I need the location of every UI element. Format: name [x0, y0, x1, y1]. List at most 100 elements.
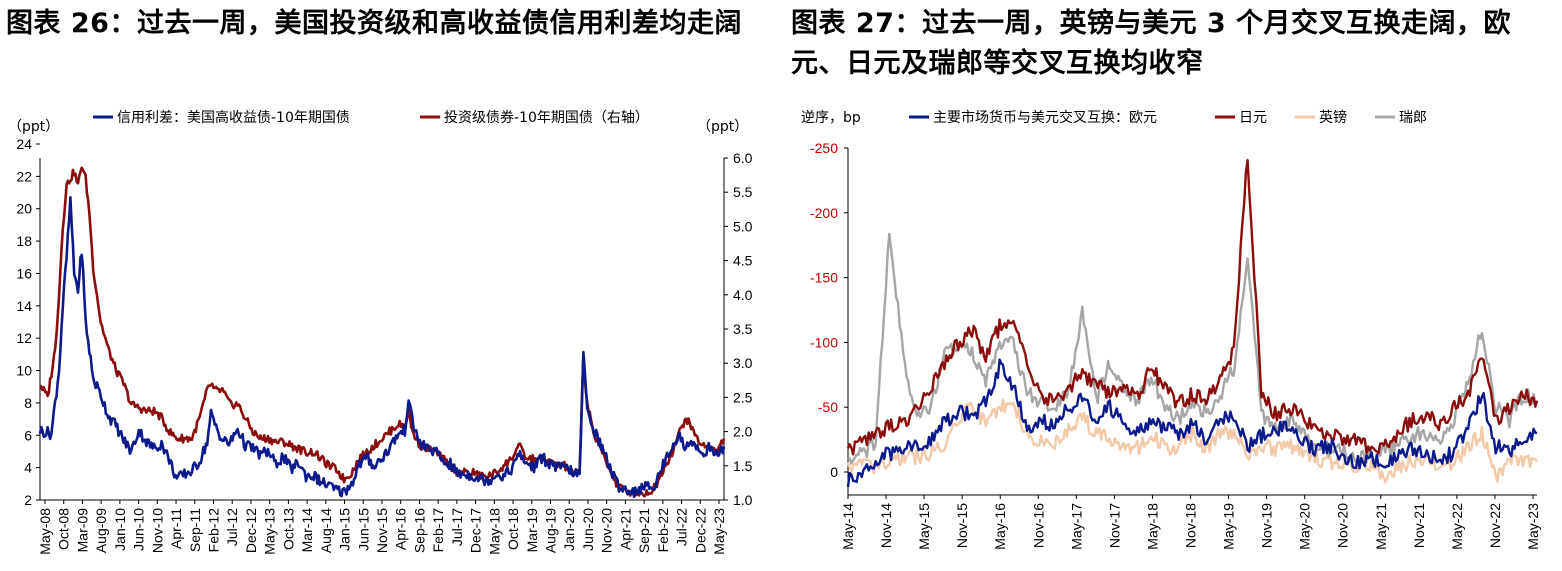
x-tick-label: Jul-12 [224, 508, 240, 546]
y-tick-label: -100 [810, 334, 838, 350]
x-tick-label: Dec-12 [243, 508, 259, 553]
x-tick-label: Nov-18 [1183, 503, 1199, 548]
left-tick-label: 14 [16, 298, 32, 314]
x-tick-label: May-20 [1297, 503, 1313, 550]
chart-panel-credit-spread: 图表 26：过去一周，美国投资级和高收益债信用利差均走阔 2 4 6 8 10 12 14 1… [0, 0, 770, 571]
x-tick-label: May-08 [37, 508, 53, 555]
x-tick-label: Mar-19 [524, 508, 540, 553]
x-tick-label: May-23 [711, 508, 727, 555]
y-tick-label: -150 [810, 270, 838, 286]
y-axis-label: 逆序，bp [801, 110, 861, 126]
series-line-high-yield [38, 196, 726, 498]
left-tick-label: 20 [16, 201, 32, 217]
y-tick-label: -200 [810, 205, 838, 221]
x-tick-label: Nov-17 [1106, 503, 1122, 548]
x-tick-label: Mar-09 [74, 508, 90, 553]
right-tick-label: 5.5 [733, 184, 753, 200]
x-tick-label: May-17 [1068, 503, 1084, 550]
x-tick-label: Nov-14 [878, 503, 894, 548]
x-tick-label: Dec-22 [692, 508, 708, 553]
left-tick-label: 10 [16, 363, 32, 379]
left-tick-label: 8 [24, 395, 32, 411]
right-tick-label: 2.0 [733, 424, 753, 440]
legend-label: 瑞郎 [1399, 110, 1427, 126]
chart-title: 图表 27：过去一周，英镑与美元 3 个月交叉互换走阔，欧元、日元及瑞郎等交叉互… [791, 8, 1512, 79]
right-tick-label: 3.5 [733, 321, 753, 337]
right-tick-label: 1.0 [733, 492, 753, 508]
y-tick-label: -250 [810, 140, 838, 156]
x-tick-label: Nov-21 [1411, 503, 1427, 548]
legend-label: 英镑 [1319, 109, 1347, 126]
x-tick-label: Jan-10 [112, 508, 128, 551]
y-tick-label: -50 [818, 399, 838, 415]
x-tick-label: Aug-09 [93, 508, 109, 553]
x-tick-label: Apr-16 [393, 508, 409, 550]
x-tick-label: Jun-10 [131, 508, 147, 551]
x-tick-label: Jul-17 [449, 508, 465, 546]
left-tick-label: 2 [24, 492, 32, 508]
chart-title: 图表 26：过去一周，美国投资级和高收益债信用利差均走阔 [6, 8, 742, 39]
x-tick-label: Dec-17 [468, 508, 484, 553]
x-tick-label: Nov-15 [954, 503, 970, 548]
chart-panel-cross-currency-basis: 图表 27：过去一周，英镑与美元 3 个月交叉互换走阔，欧元、日元及瑞郎等交叉互… [785, 0, 1562, 571]
x-tick-label: May-15 [916, 503, 932, 550]
y-tick-label: 0 [830, 464, 838, 480]
legend-label-high-yield: 信用利差：美国高收益债-10年期国债 [117, 109, 350, 126]
x-tick-label: Jul-22 [674, 508, 690, 546]
right-tick-label: 1.5 [733, 458, 753, 474]
x-tick-label: Jun-20 [580, 508, 596, 551]
x-tick-label: Oct-08 [56, 508, 72, 550]
x-tick-label: May-23 [1525, 503, 1541, 550]
credit-spread-chart: 246810121416182022241.01.52.02.53.03.54.… [8, 109, 753, 555]
x-tick-label: Feb-22 [655, 508, 671, 553]
x-tick-label: Aug-19 [543, 508, 559, 553]
left-tick-label: 22 [16, 168, 32, 184]
x-tick-label: Jan-20 [561, 508, 577, 551]
right-tick-label: 4.5 [733, 253, 753, 269]
x-tick-label: May-19 [1221, 503, 1237, 550]
left-tick-label: 24 [16, 136, 32, 152]
legend-label: 日元 [1239, 110, 1267, 126]
left-axis-unit: （ppt） [8, 119, 59, 135]
x-tick-label: Sep-21 [636, 508, 652, 553]
x-tick-label: May-14 [840, 503, 856, 550]
right-tick-label: 2.5 [733, 389, 753, 405]
x-tick-label: May-16 [992, 503, 1008, 550]
x-tick-label: Feb-17 [430, 508, 446, 553]
x-tick-label: Nov-10 [149, 508, 165, 553]
x-tick-label: Nov-19 [1259, 503, 1275, 548]
x-tick-label: Nov-20 [599, 508, 615, 553]
right-tick-label: 3.0 [733, 355, 753, 371]
right-axis-unit: （ppt） [697, 119, 748, 135]
series-line-investment-grade [39, 166, 726, 499]
x-tick-label: Jan-15 [337, 508, 353, 551]
x-tick-label: Oct-18 [505, 508, 521, 550]
x-tick-label: Sep-16 [411, 508, 427, 553]
x-tick-label: Feb-12 [206, 508, 222, 553]
x-tick-label: Mar-14 [299, 508, 315, 553]
right-tick-label: 4.0 [733, 287, 753, 303]
x-tick-label: Oct-13 [280, 508, 296, 550]
x-tick-label: May-18 [1144, 503, 1160, 550]
x-tick-label: Nov-22 [1487, 503, 1503, 548]
series-line [846, 358, 1538, 487]
left-tick-label: 4 [24, 460, 32, 476]
x-tick-label: May-21 [1373, 503, 1389, 550]
x-tick-label: Nov-20 [1335, 503, 1351, 548]
x-tick-label: May-13 [262, 508, 278, 555]
right-tick-label: 6.0 [733, 150, 753, 166]
x-tick-label: Apr-11 [168, 508, 184, 549]
left-tick-label: 6 [24, 427, 32, 443]
right-tick-label: 5.0 [733, 218, 753, 234]
x-tick-label: Nov-16 [1030, 503, 1046, 548]
legend-label: 主要市场货币与美元交叉互换：欧元 [933, 109, 1157, 126]
series-line [846, 159, 1539, 456]
left-tick-label: 18 [16, 233, 32, 249]
cross-currency-basis-chart: -250 -200 -150 -100 -50 0 May-14 Nov-14 May-15 No… [801, 109, 1541, 550]
x-tick-label: Nov-15 [374, 508, 390, 553]
x-tick-label: Apr-21 [617, 508, 633, 550]
x-tick-label: Aug-14 [318, 508, 334, 553]
x-tick-label: May-22 [1449, 503, 1465, 550]
left-tick-label: 16 [16, 265, 32, 281]
left-tick-label: 12 [16, 330, 32, 346]
